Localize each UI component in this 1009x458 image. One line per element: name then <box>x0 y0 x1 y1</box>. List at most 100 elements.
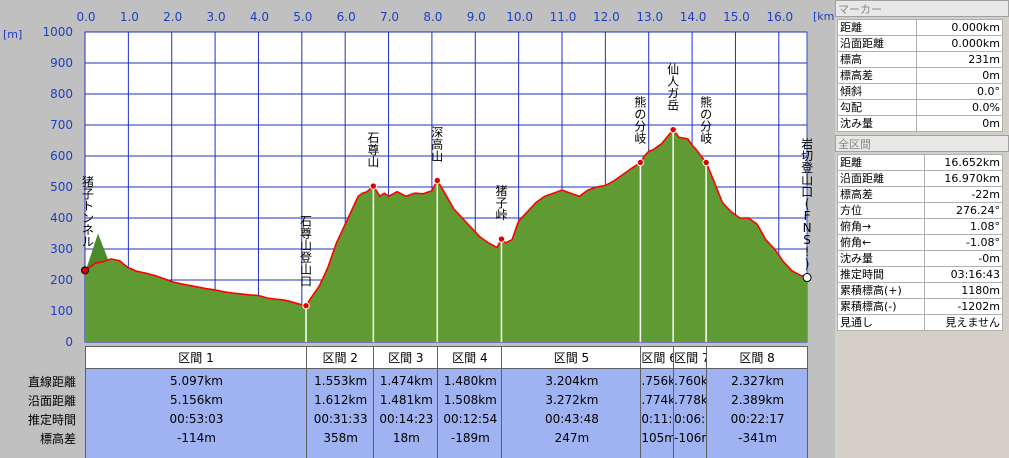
waypoint-marker[interactable] <box>302 302 310 310</box>
marker-key: 勾配 <box>837 99 917 116</box>
segment-header[interactable]: 区間 5 <box>501 346 642 369</box>
marker-row: 勾配 0.0% <box>837 99 1004 116</box>
y-tick-label: 100 <box>50 304 73 318</box>
segment-cell-time: 00:12:54 <box>443 412 498 426</box>
y-tick-label: 700 <box>50 118 73 132</box>
x-axis-unit: [km] <box>813 10 835 23</box>
x-tick-label: 2.0 <box>163 10 182 24</box>
waypoint-marker[interactable] <box>433 176 441 185</box>
waypoint-lines <box>305 129 707 342</box>
x-tick-label: 10.0 <box>506 10 533 24</box>
marker-row: 標高 231m <box>837 51 1004 68</box>
x-tick-label: 14.0 <box>680 10 707 24</box>
segment-cell-elev: -341m <box>738 431 778 445</box>
segment-cell-straight: 1.480km <box>443 374 497 388</box>
total-key: 累積標高(+) <box>837 282 925 299</box>
segment-cell-straight: 2.327km <box>731 374 785 388</box>
x-tick-label: 8.0 <box>423 10 442 24</box>
segment-cell-surface: 1.481km <box>379 393 433 407</box>
y-tick-label: 400 <box>50 211 73 225</box>
waypoint-label: 熊の分岐 <box>700 95 712 146</box>
y-tick-label: 500 <box>50 180 73 194</box>
waypoint-marker[interactable] <box>669 125 677 134</box>
total-row: 俯角← -1.08° <box>837 234 1004 251</box>
total-value: 見えません <box>923 314 1004 331</box>
x-tick-label: 5.0 <box>293 10 312 24</box>
segment-column: 1.553km 1.612km 00:31:33 358m <box>306 369 375 458</box>
x-tick-label: 13.0 <box>636 10 663 24</box>
marker-row: 沿面距離 0.000km <box>837 35 1004 52</box>
marker-row: 傾斜 0.0° <box>837 83 1004 100</box>
y-tick-label: 300 <box>50 242 73 256</box>
segment-end-border <box>807 369 809 458</box>
total-key: 沿面距離 <box>837 170 925 187</box>
x-tick-label: 0.0 <box>76 10 95 24</box>
elevation-chart: 0.0 1.0 2.0 3.0 4.0 5.0 6.0 7.0 8.0 9.0 10.0 11.0 12… <box>3 10 835 346</box>
segment-header[interactable]: 区間 4 <box>437 346 503 369</box>
total-value: 16.970km <box>923 170 1004 187</box>
segment-header[interactable]: 区間 2 <box>306 346 375 369</box>
x-tick-label: 16.0 <box>766 10 793 24</box>
marker-key: 標高差 <box>837 67 917 84</box>
waypoint-marker[interactable] <box>636 158 645 167</box>
total-row: 方位 276.24° <box>837 202 1004 219</box>
y-tick-label: 0 <box>65 335 73 346</box>
segment-cell-elev: -106m <box>674 431 707 445</box>
segment-cell-elev: -189m <box>450 431 490 445</box>
segment-column: 3.204km 3.272km 00:43:48 247m <box>501 369 642 458</box>
waypoint-label: 深高山 <box>431 125 443 163</box>
total-value: -0m <box>923 250 1004 267</box>
total-row: 距離 16.652km <box>837 154 1004 171</box>
total-row: 累積標高(+) 1180m <box>837 282 1004 299</box>
total-key: 累積標高(-) <box>837 298 925 315</box>
total-value: -1202m <box>923 298 1004 315</box>
segment-cell-elev: 18m <box>392 431 420 445</box>
segment-cell-time: 00:53:03 <box>169 412 224 426</box>
x-tick-label: 3.0 <box>207 10 226 24</box>
segment-header[interactable]: 区間 3 <box>373 346 439 369</box>
total-row: 沈み量 -0m <box>837 250 1004 267</box>
total-row: 俯角→ 1.08° <box>837 218 1004 235</box>
elevation-line <box>84 128 808 307</box>
waypoint-label: 石尊山 <box>367 131 379 169</box>
total-value: 1.08° <box>923 218 1004 235</box>
y-axis-ticks: 0 100 200 300 400 500 600 700 800 900 1000 <box>42 25 73 346</box>
waypoint-label: 岩切登山口(F N S!) <box>801 136 813 271</box>
waypoint-label: 猪子峠 <box>495 184 507 222</box>
segment-cell-time: 00:14:23 <box>379 412 434 426</box>
waypoint-marker[interactable] <box>369 182 378 190</box>
total-row: 推定時間 03:16:43 <box>837 266 1004 283</box>
start-marker[interactable] <box>81 266 89 275</box>
segment-header[interactable]: 区間 6 <box>640 346 675 369</box>
waypoint-marker[interactable] <box>702 158 710 167</box>
segment-cell-time: 0:06:5 <box>674 412 707 426</box>
waypoint-label: 猪子トンネル <box>82 175 94 249</box>
segment-table: 直線距離 沿面距離 推定時間 標高差 区間 1 5.097km 5.156km 00:… <box>0 346 832 458</box>
segment-cell-time: 00:31:33 <box>313 412 368 426</box>
total-key: 推定時間 <box>837 266 925 283</box>
marker-value: 0.000km <box>915 35 1004 52</box>
segment-header[interactable]: 区間 8 <box>706 346 809 369</box>
segment-cell-elev: 105m <box>641 431 675 445</box>
segment-header[interactable]: 区間 7 <box>673 346 708 369</box>
segment-cell-straight: .756km <box>641 374 675 388</box>
marker-key: 距離 <box>837 19 917 36</box>
total-value: 276.24° <box>923 202 1004 219</box>
end-marker[interactable] <box>802 273 812 283</box>
marker-header: マーカー <box>835 0 1009 17</box>
total-row: 沿面距離 16.970km <box>837 170 1004 187</box>
segment-header[interactable]: 区間 1 <box>85 346 308 369</box>
total-row: 標高差 -22m <box>837 186 1004 203</box>
total-key: 距離 <box>837 154 925 171</box>
x-tick-label: 12.0 <box>593 10 620 24</box>
segment-cell-straight: .760km <box>674 374 708 388</box>
x-tick-label: 7.0 <box>380 10 399 24</box>
total-value: -22m <box>923 186 1004 203</box>
total-key: 標高差 <box>837 186 925 203</box>
waypoint-marker[interactable] <box>497 235 506 243</box>
segment-cell-straight: 5.097km <box>170 374 223 388</box>
marker-value: 0.0° <box>915 83 1004 100</box>
marker-row: 標高差 0m <box>837 67 1004 84</box>
segment-column: 5.097km 5.156km 00:53:03 -114m <box>85 369 308 458</box>
row-label-elev: 標高差 <box>39 432 76 446</box>
